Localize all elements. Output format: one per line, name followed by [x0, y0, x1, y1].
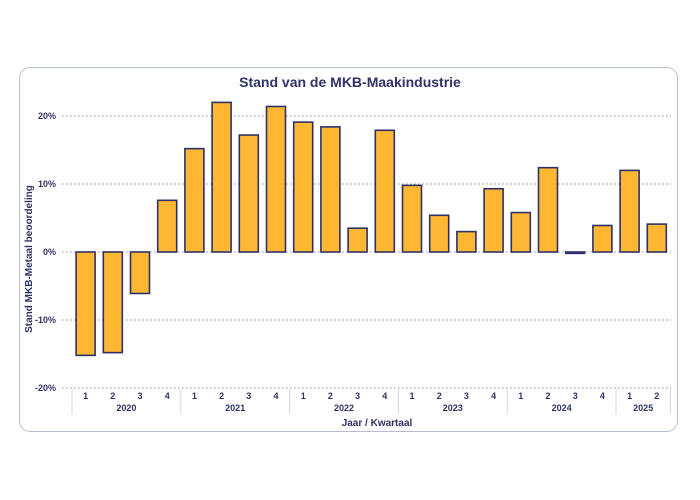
bar	[374, 129, 396, 253]
x-tick-label: 2	[219, 391, 224, 401]
x-tick-label: 2	[437, 391, 442, 401]
y-axis-title: Stand MKB-Metaal beoordeling	[24, 185, 35, 333]
bar	[537, 166, 559, 253]
x-tick-label: 2	[654, 391, 659, 401]
bar	[646, 223, 668, 253]
bar	[184, 147, 205, 253]
x-year-label: 2022	[334, 403, 354, 413]
x-tick-label: 2	[545, 391, 550, 401]
bar	[156, 199, 178, 253]
bar	[401, 184, 423, 253]
bar	[619, 169, 640, 253]
x-tick-label: 3	[355, 391, 360, 401]
x-tick-label: 4	[273, 391, 278, 401]
x-tick-label: 1	[518, 391, 523, 401]
y-tick-label: 10%	[38, 179, 56, 189]
x-year-label: 2023	[443, 403, 463, 413]
bar	[238, 134, 260, 253]
chart-title: Stand van de MKB-Maakindustrie	[239, 74, 461, 90]
y-tick-label: 0%	[43, 247, 56, 257]
x-tick-label: 3	[246, 391, 251, 401]
x-tick-label: 4	[600, 391, 605, 401]
x-tick-label: 1	[409, 391, 414, 401]
x-year-label: 2020	[116, 403, 136, 413]
bars	[75, 101, 668, 357]
x-year-label: 2024	[552, 403, 572, 413]
y-axis-ticks: -20% -10% 0% 10% 20%	[35, 111, 56, 393]
bar	[292, 121, 314, 253]
x-tick-label: 2	[328, 391, 333, 401]
x-tick-label: 4	[382, 391, 387, 401]
y-tick-label: -20%	[35, 383, 56, 393]
x-tick-label: 4	[165, 391, 170, 401]
bar	[483, 187, 504, 253]
x-tick-label: 1	[83, 391, 88, 401]
x-tick-label: 4	[491, 391, 496, 401]
bar	[592, 224, 613, 253]
x-tick-label: 1	[192, 391, 197, 401]
y-tick-label: 20%	[38, 111, 56, 121]
x-tick-label: 3	[137, 391, 142, 401]
y-tick-label: -10%	[35, 315, 56, 325]
bar	[265, 105, 287, 253]
x-axis-title: Jaar / Kwartaal	[342, 418, 413, 429]
bar	[456, 230, 477, 253]
bar	[75, 251, 96, 357]
bar	[320, 126, 341, 253]
bar	[564, 251, 586, 255]
x-tick-label: 2	[110, 391, 115, 401]
bar	[211, 101, 232, 253]
x-tick-label: 3	[573, 391, 578, 401]
bar	[102, 251, 124, 354]
x-year-label: 2025	[633, 403, 653, 413]
bar	[129, 251, 151, 295]
x-tick-label: 1	[627, 391, 632, 401]
x-year-label: 2021	[225, 403, 245, 413]
bar	[347, 227, 368, 253]
x-tick-label: 1	[301, 391, 306, 401]
x-tick-label: 3	[464, 391, 469, 401]
bar	[428, 214, 450, 253]
bar	[510, 211, 532, 253]
